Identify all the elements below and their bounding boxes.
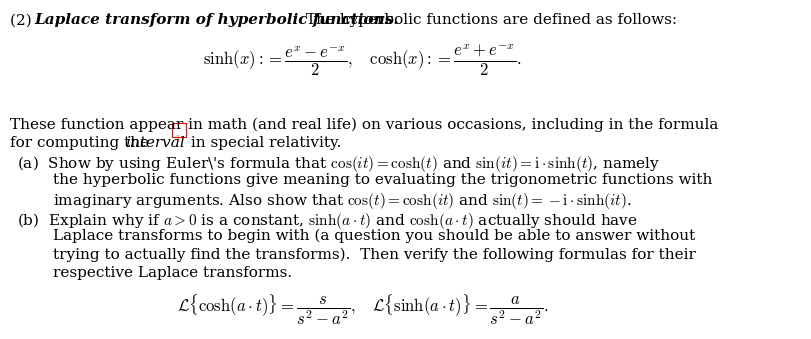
Text: Laplace transform of hyperbolic functions.: Laplace transform of hyperbolic function… xyxy=(34,13,398,27)
Text: (a)  Show by using Euler\'s formula that $\cos(it) = \cosh(t)$ and $\sin(it) = \: (a) Show by using Euler\'s formula that … xyxy=(17,154,659,174)
Text: (2): (2) xyxy=(10,13,36,27)
Text: $^{\mathbf{1}}$: $^{\mathbf{1}}$ xyxy=(174,136,181,146)
Text: respective Laplace transforms.: respective Laplace transforms. xyxy=(54,266,292,280)
Text: (b)  Explain why if $a > 0$ is a constant, $\sinh(a \cdot t)$ and $\cosh(a \cdot: (b) Explain why if $a > 0$ is a constant… xyxy=(17,211,637,231)
Text: The hyperbolic functions are defined as follows:: The hyperbolic functions are defined as … xyxy=(301,13,676,27)
Text: the hyperbolic functions give meaning to evaluating the trigonometric functions : the hyperbolic functions give meaning to… xyxy=(54,173,712,187)
Text: $\mathcal{L}\{\cosh(a \cdot t)\} = \dfrac{s}{s^2 - a^2}, \quad \mathcal{L}\{\sin: $\mathcal{L}\{\cosh(a \cdot t)\} = \dfra… xyxy=(177,292,548,326)
Text: imaginary arguments. Also show that $\cos(t) = \cosh(it)$ and $\sin(t) = -\mathr: imaginary arguments. Also show that $\co… xyxy=(54,191,632,211)
Text: in special relativity.: in special relativity. xyxy=(186,136,341,150)
Text: for computing the: for computing the xyxy=(10,136,154,150)
Text: $\sinh(x) := \dfrac{e^x - e^{-x}}{2}, \quad \cosh(x) := \dfrac{e^x + e^{-x}}{2}.: $\sinh(x) := \dfrac{e^x - e^{-x}}{2}, \q… xyxy=(203,43,521,78)
Text: interval: interval xyxy=(126,136,185,150)
Text: trying to actually find the transforms).  Then verify the following formulas for: trying to actually find the transforms).… xyxy=(54,247,696,262)
Text: Laplace transforms to begin with (a question you should be able to answer withou: Laplace transforms to begin with (a ques… xyxy=(54,229,695,243)
Text: These function appear in math (and real life) on various occasions, including in: These function appear in math (and real … xyxy=(10,117,718,132)
